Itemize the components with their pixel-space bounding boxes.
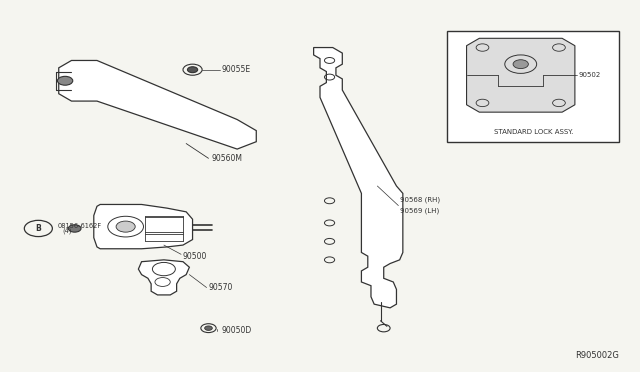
Text: 90568 (RH): 90568 (RH)	[399, 197, 440, 203]
Text: 90050D: 90050D	[221, 326, 252, 335]
Polygon shape	[138, 260, 189, 295]
Circle shape	[116, 221, 135, 232]
Polygon shape	[59, 61, 256, 149]
Text: B: B	[35, 224, 41, 233]
Text: 90055E: 90055E	[221, 65, 250, 74]
Circle shape	[188, 67, 198, 73]
Text: STANDARD LOCK ASSY.: STANDARD LOCK ASSY.	[494, 129, 573, 135]
Text: 90500: 90500	[183, 251, 207, 261]
Bar	[447, 31, 620, 142]
Text: 90502: 90502	[578, 72, 600, 78]
Polygon shape	[314, 48, 403, 308]
Circle shape	[58, 76, 73, 85]
Circle shape	[205, 326, 212, 330]
Text: 90570: 90570	[209, 283, 233, 292]
Circle shape	[68, 225, 81, 232]
Text: 08156-6162F: 08156-6162F	[58, 222, 102, 228]
Circle shape	[513, 60, 529, 68]
Text: 90560M: 90560M	[212, 154, 243, 163]
Text: R905002G: R905002G	[575, 351, 620, 360]
Text: (4): (4)	[62, 228, 72, 234]
Polygon shape	[467, 38, 575, 112]
Polygon shape	[94, 205, 193, 249]
Text: 90569 (LH): 90569 (LH)	[399, 208, 439, 214]
